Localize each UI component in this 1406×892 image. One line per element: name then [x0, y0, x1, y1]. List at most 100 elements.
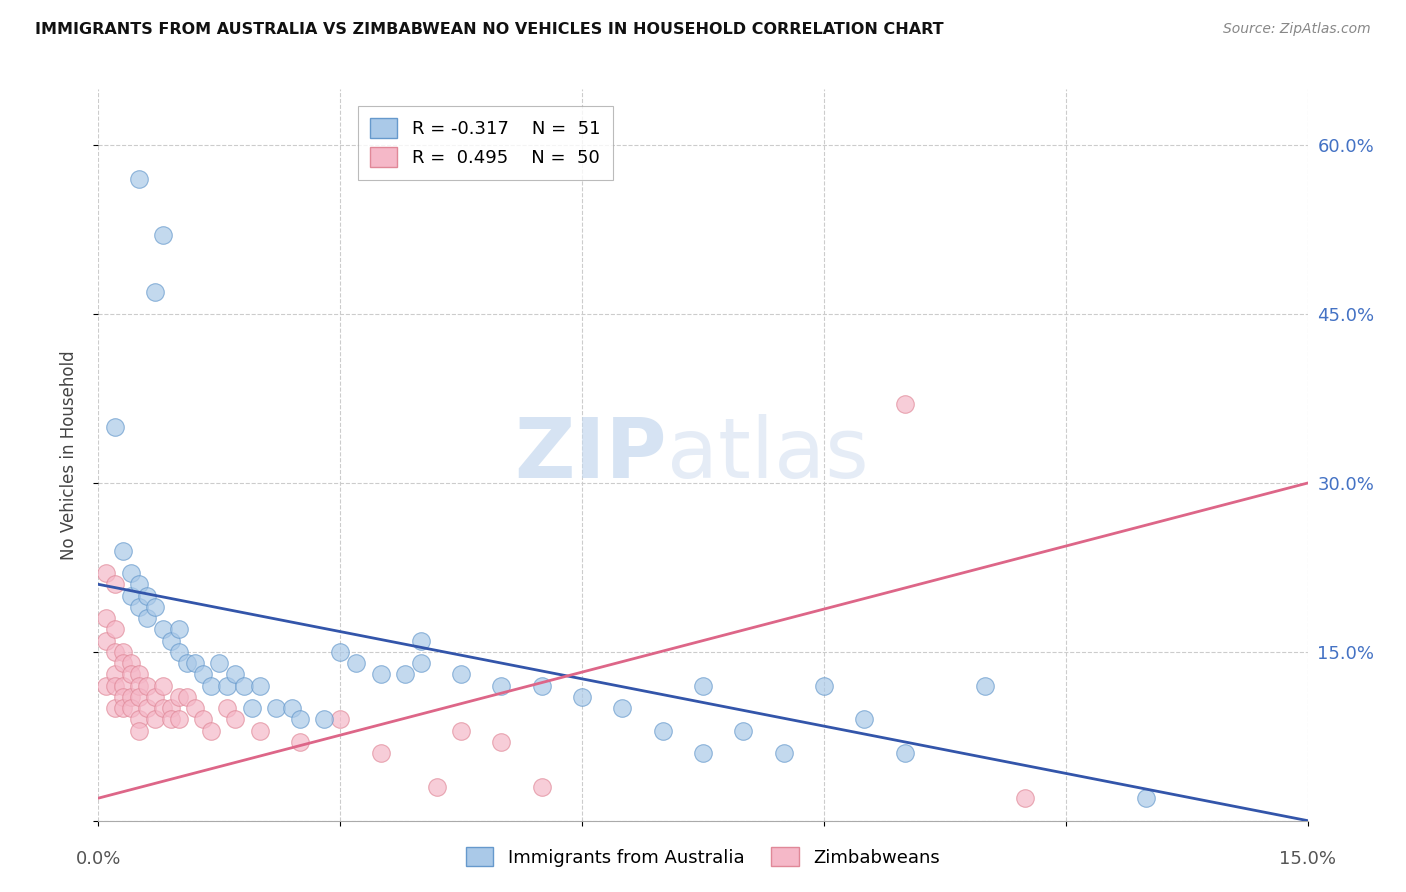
- Point: [135, 701, 157, 715]
- Point: [1014, 791, 1036, 805]
- Point: [772, 746, 794, 760]
- Point: [651, 723, 673, 738]
- Text: 15.0%: 15.0%: [1279, 850, 1336, 868]
- Legend: Immigrants from Australia, Zimbabweans: Immigrants from Australia, Zimbabweans: [458, 840, 948, 874]
- Point: [281, 701, 304, 715]
- Point: [450, 723, 472, 738]
- Point: [143, 599, 166, 614]
- Point: [111, 645, 134, 659]
- Point: [176, 690, 198, 704]
- Point: [96, 566, 118, 580]
- Point: [426, 780, 449, 794]
- Point: [329, 712, 352, 726]
- Point: [96, 633, 118, 648]
- Point: [853, 712, 876, 726]
- Point: [96, 679, 118, 693]
- Point: [394, 667, 416, 681]
- Point: [103, 667, 125, 681]
- Point: [120, 566, 142, 580]
- Point: [120, 656, 142, 670]
- Point: [160, 712, 183, 726]
- Point: [103, 701, 125, 715]
- Point: [111, 543, 134, 558]
- Point: [160, 633, 183, 648]
- Point: [111, 690, 134, 704]
- Point: [167, 623, 190, 637]
- Point: [143, 712, 166, 726]
- Point: [135, 611, 157, 625]
- Point: [217, 701, 239, 715]
- Point: [692, 746, 714, 760]
- Point: [135, 679, 157, 693]
- Point: [128, 667, 150, 681]
- Point: [128, 577, 150, 591]
- Point: [612, 701, 634, 715]
- Point: [103, 419, 125, 434]
- Point: [184, 701, 207, 715]
- Point: [491, 735, 513, 749]
- Point: [160, 701, 183, 715]
- Point: [249, 679, 271, 693]
- Point: [530, 679, 553, 693]
- Point: [193, 712, 215, 726]
- Point: [240, 701, 263, 715]
- Point: [103, 679, 125, 693]
- Text: atlas: atlas: [666, 415, 869, 495]
- Point: [571, 690, 593, 704]
- Point: [111, 656, 134, 670]
- Point: [167, 645, 190, 659]
- Point: [128, 712, 150, 726]
- Point: [409, 656, 432, 670]
- Point: [143, 690, 166, 704]
- Point: [450, 667, 472, 681]
- Point: [96, 611, 118, 625]
- Point: [135, 589, 157, 603]
- Point: [120, 690, 142, 704]
- Point: [120, 589, 142, 603]
- Point: [370, 746, 392, 760]
- Point: [224, 712, 246, 726]
- Point: [152, 701, 174, 715]
- Point: [232, 679, 254, 693]
- Point: [370, 667, 392, 681]
- Point: [193, 667, 215, 681]
- Point: [167, 690, 190, 704]
- Point: [1135, 791, 1157, 805]
- Point: [120, 667, 142, 681]
- Point: [176, 656, 198, 670]
- Point: [344, 656, 367, 670]
- Point: [128, 172, 150, 186]
- Point: [288, 712, 311, 726]
- Point: [128, 690, 150, 704]
- Point: [893, 746, 915, 760]
- Point: [813, 679, 835, 693]
- Point: [974, 679, 997, 693]
- Point: [288, 735, 311, 749]
- Point: [128, 599, 150, 614]
- Point: [152, 623, 174, 637]
- Point: [264, 701, 287, 715]
- Text: ZIP: ZIP: [515, 415, 666, 495]
- Point: [409, 633, 432, 648]
- Point: [200, 723, 222, 738]
- Point: [692, 679, 714, 693]
- Point: [111, 701, 134, 715]
- Point: [893, 397, 915, 411]
- Point: [167, 712, 190, 726]
- Point: [143, 285, 166, 299]
- Legend: R = -0.317    N =  51, R =  0.495    N =  50: R = -0.317 N = 51, R = 0.495 N = 50: [357, 105, 613, 179]
- Text: IMMIGRANTS FROM AUSTRALIA VS ZIMBABWEAN NO VEHICLES IN HOUSEHOLD CORRELATION CHA: IMMIGRANTS FROM AUSTRALIA VS ZIMBABWEAN …: [35, 22, 943, 37]
- Point: [128, 723, 150, 738]
- Text: 0.0%: 0.0%: [76, 850, 121, 868]
- Point: [249, 723, 271, 738]
- Point: [329, 645, 352, 659]
- Point: [128, 679, 150, 693]
- Point: [217, 679, 239, 693]
- Point: [200, 679, 222, 693]
- Point: [208, 656, 231, 670]
- Text: Source: ZipAtlas.com: Source: ZipAtlas.com: [1223, 22, 1371, 37]
- Point: [314, 712, 336, 726]
- Point: [224, 667, 246, 681]
- Point: [530, 780, 553, 794]
- Point: [103, 623, 125, 637]
